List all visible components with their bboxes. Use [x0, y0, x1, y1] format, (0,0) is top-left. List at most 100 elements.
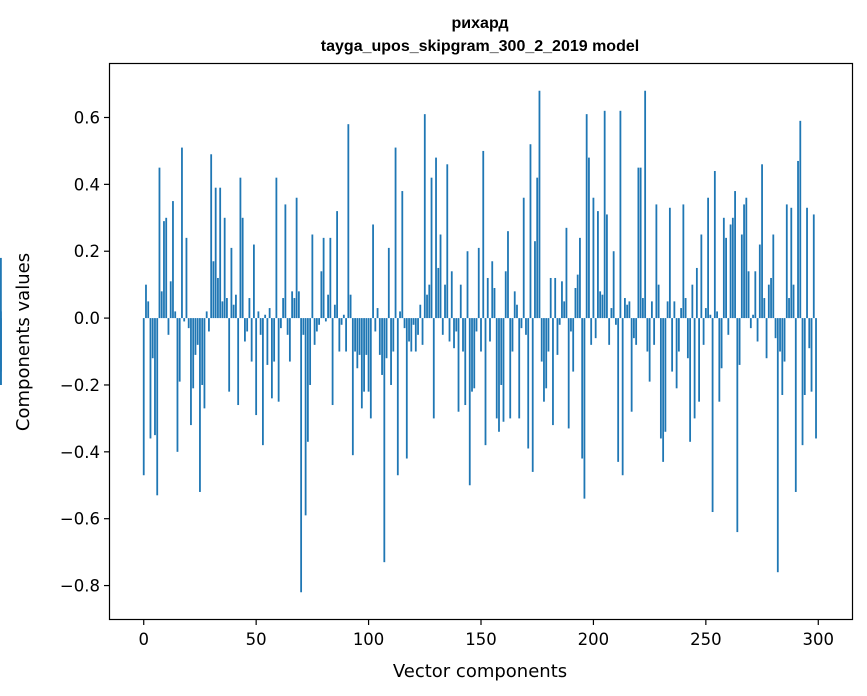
- bar: [603, 110, 606, 319]
- bar: [410, 318, 413, 352]
- bar: [671, 318, 674, 372]
- bar: [574, 288, 577, 319]
- bar: [648, 318, 651, 382]
- bar: [480, 318, 482, 352]
- bar: [808, 318, 811, 349]
- bar: [279, 318, 282, 329]
- bar: [450, 271, 453, 319]
- bar: [761, 164, 763, 319]
- bar: [266, 318, 269, 365]
- bar: [0, 311, 2, 319]
- x-tick-label: 100: [353, 630, 385, 649]
- bar: [554, 277, 557, 319]
- bar: [666, 301, 669, 319]
- bar: [156, 318, 159, 496]
- bar: [770, 277, 772, 319]
- bar: [253, 244, 255, 319]
- bar: [381, 318, 383, 375]
- bar: [327, 294, 329, 319]
- bar: [403, 318, 406, 329]
- bar: [531, 318, 534, 472]
- bar: [799, 120, 802, 319]
- bar: [262, 318, 264, 446]
- bar: [527, 318, 530, 449]
- bar: [657, 284, 660, 319]
- bar: [556, 318, 559, 355]
- bar: [718, 318, 721, 402]
- bar: [154, 318, 156, 436]
- bar: [549, 277, 552, 319]
- y-tick-label: −0.2: [60, 376, 100, 395]
- bar: [545, 318, 548, 389]
- bar: [538, 90, 541, 319]
- bar: [219, 187, 222, 319]
- bar: [408, 318, 410, 342]
- bar: [369, 318, 372, 419]
- bar: [536, 177, 539, 319]
- bar: [468, 318, 471, 486]
- bar: [401, 191, 404, 319]
- bar: [599, 291, 602, 319]
- bar: [801, 318, 804, 446]
- bar: [142, 318, 145, 476]
- bar: [313, 318, 316, 345]
- bar: [498, 318, 500, 432]
- bar: [729, 224, 732, 319]
- bar: [626, 304, 629, 319]
- bar: [331, 318, 334, 406]
- bar: [354, 318, 356, 352]
- bar: [275, 177, 278, 319]
- bar: [597, 211, 599, 319]
- bar: [664, 318, 667, 432]
- bar: [291, 291, 294, 319]
- bar: [594, 318, 597, 339]
- bar: [277, 318, 280, 402]
- bar: [790, 207, 793, 319]
- bar: [217, 277, 219, 319]
- bar: [619, 110, 622, 319]
- y-axis-label: Components values: [13, 253, 34, 431]
- bar: [812, 214, 815, 319]
- bar: [457, 318, 460, 412]
- bar: [700, 234, 703, 319]
- bar: [493, 288, 496, 319]
- bar: [248, 298, 251, 319]
- bar: [412, 318, 415, 325]
- bar: [439, 234, 442, 319]
- bar: [444, 284, 446, 319]
- bar: [190, 318, 192, 426]
- bar: [363, 318, 365, 392]
- bar: [169, 281, 172, 319]
- bar: [300, 318, 303, 593]
- x-tick-label: 300: [803, 630, 835, 649]
- bar: [201, 318, 204, 385]
- bar: [392, 318, 395, 352]
- bar: [423, 114, 426, 319]
- bar: [345, 318, 347, 352]
- bar: [484, 318, 487, 446]
- bar: [210, 154, 213, 319]
- bar: [673, 301, 676, 319]
- bar: [489, 318, 491, 342]
- bar: [763, 298, 766, 319]
- bar: [486, 277, 489, 319]
- bar: [644, 90, 647, 319]
- bar: [183, 318, 186, 322]
- bar: [432, 318, 435, 419]
- bar: [477, 247, 480, 319]
- bar: [297, 291, 300, 319]
- bar: [473, 318, 476, 389]
- bar: [441, 318, 444, 335]
- bar: [288, 318, 291, 362]
- bar: [774, 318, 777, 339]
- bar: [426, 294, 428, 319]
- bar: [592, 197, 595, 319]
- bar: [282, 298, 285, 319]
- y-tick-label: 0.6: [74, 108, 100, 127]
- bar: [318, 318, 321, 325]
- bar: [747, 271, 750, 319]
- bar: [311, 234, 314, 319]
- bar: [421, 318, 424, 345]
- bar: [226, 298, 228, 319]
- y-tick-label: −0.8: [60, 577, 100, 596]
